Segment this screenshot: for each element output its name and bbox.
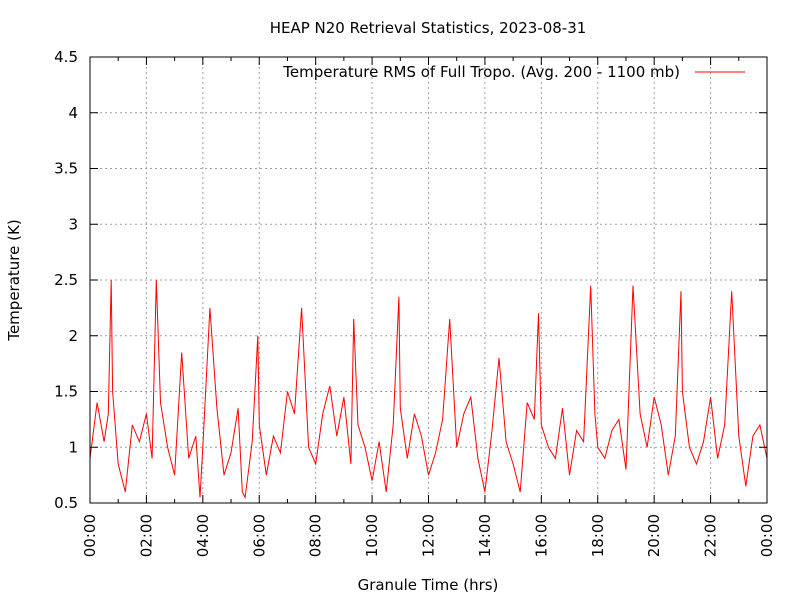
y-tick-label: 4.5	[54, 48, 78, 66]
x-tick-label: 00:00	[81, 514, 99, 557]
y-tick-label: 2	[68, 327, 78, 345]
y-axis-label: Temperature (K)	[5, 219, 23, 341]
series-line	[89, 279, 768, 500]
chart-title: HEAP N20 Retrieval Statistics, 2023-08-3…	[270, 19, 587, 37]
series-layer	[89, 279, 768, 500]
y-tick-label: 1	[68, 438, 78, 456]
x-tick-label: 02:00	[137, 514, 155, 557]
legend: Temperature RMS of Full Tropo. (Avg. 200…	[282, 63, 745, 81]
x-tick-label: 22:00	[702, 514, 720, 557]
grid-lines	[90, 57, 767, 503]
y-tick-label: 3.5	[54, 160, 78, 178]
y-tick-label: 0.5	[54, 494, 78, 512]
x-tick-label: 10:00	[363, 514, 381, 557]
x-tick-label: 06:00	[250, 514, 268, 557]
x-tick-label: 00:00	[758, 514, 776, 557]
y-tick-label: 4	[68, 104, 78, 122]
x-axis: 00:00 02:00 04:00 06:00 08:00 10:00 12:00 14:00…	[81, 57, 776, 557]
legend-label: Temperature RMS of Full Tropo. (Avg. 200…	[282, 63, 680, 81]
y-tick-label: 2.5	[54, 271, 78, 289]
x-tick-label: 20:00	[645, 514, 663, 557]
y-axis: 0.5 1 1.5 2 2.5 3 3.5 4 4.5	[54, 48, 767, 512]
x-axis-label: Granule Time (hrs)	[358, 576, 499, 594]
x-tick-label: 08:00	[307, 514, 325, 557]
y-tick-label: 1.5	[54, 383, 78, 401]
x-tick-label: 16:00	[532, 514, 550, 557]
y-tick-label: 3	[68, 215, 78, 233]
x-tick-label: 04:00	[194, 514, 212, 557]
x-tick-label: 12:00	[420, 514, 438, 557]
x-tick-label: 14:00	[476, 514, 494, 557]
x-tick-label: 18:00	[589, 514, 607, 557]
